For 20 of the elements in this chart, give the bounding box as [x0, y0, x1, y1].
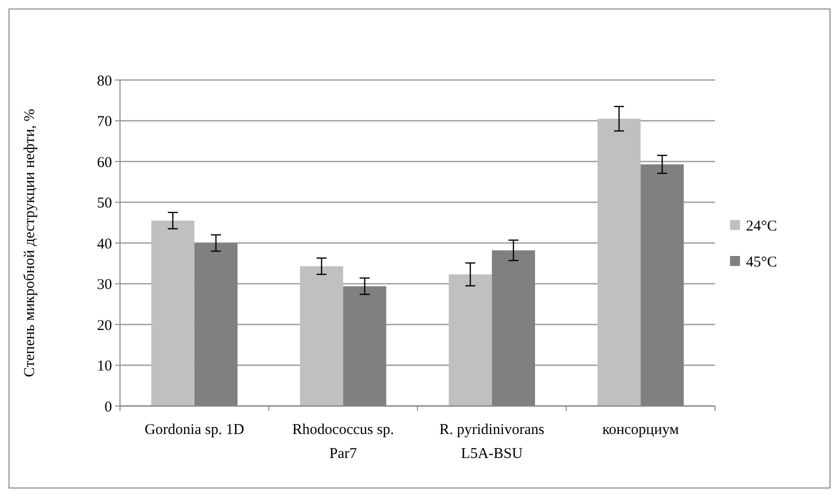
y-tick-label: 70 [97, 114, 112, 130]
y-tick-label: 40 [97, 236, 112, 252]
y-axis-title: Степень микробной деструкции нефти, % [22, 108, 38, 378]
x-tick-label: Gordonia sp. 1D [144, 422, 244, 438]
bar [448, 274, 492, 406]
bar [597, 118, 641, 406]
y-tick-label: 0 [104, 399, 112, 416]
bar [300, 266, 344, 406]
legend-label: 24°C [746, 218, 778, 234]
x-tick-label: R. pyridinivorans L5A-BSU [439, 422, 545, 462]
x-tick-label: консорциум [602, 422, 680, 438]
y-tick-label: 10 [97, 358, 112, 374]
bar [151, 220, 194, 406]
legend-label: 45°C [746, 254, 778, 270]
y-tick-label: 60 [97, 154, 112, 171]
y-tick-label: 30 [97, 277, 112, 293]
x-tick-label: Rhodococcus sp. Par7 [292, 422, 394, 462]
y-tick-label: 20 [97, 318, 112, 334]
y-tick-label: 50 [97, 196, 112, 212]
y-tick-label: 80 [97, 73, 112, 90]
